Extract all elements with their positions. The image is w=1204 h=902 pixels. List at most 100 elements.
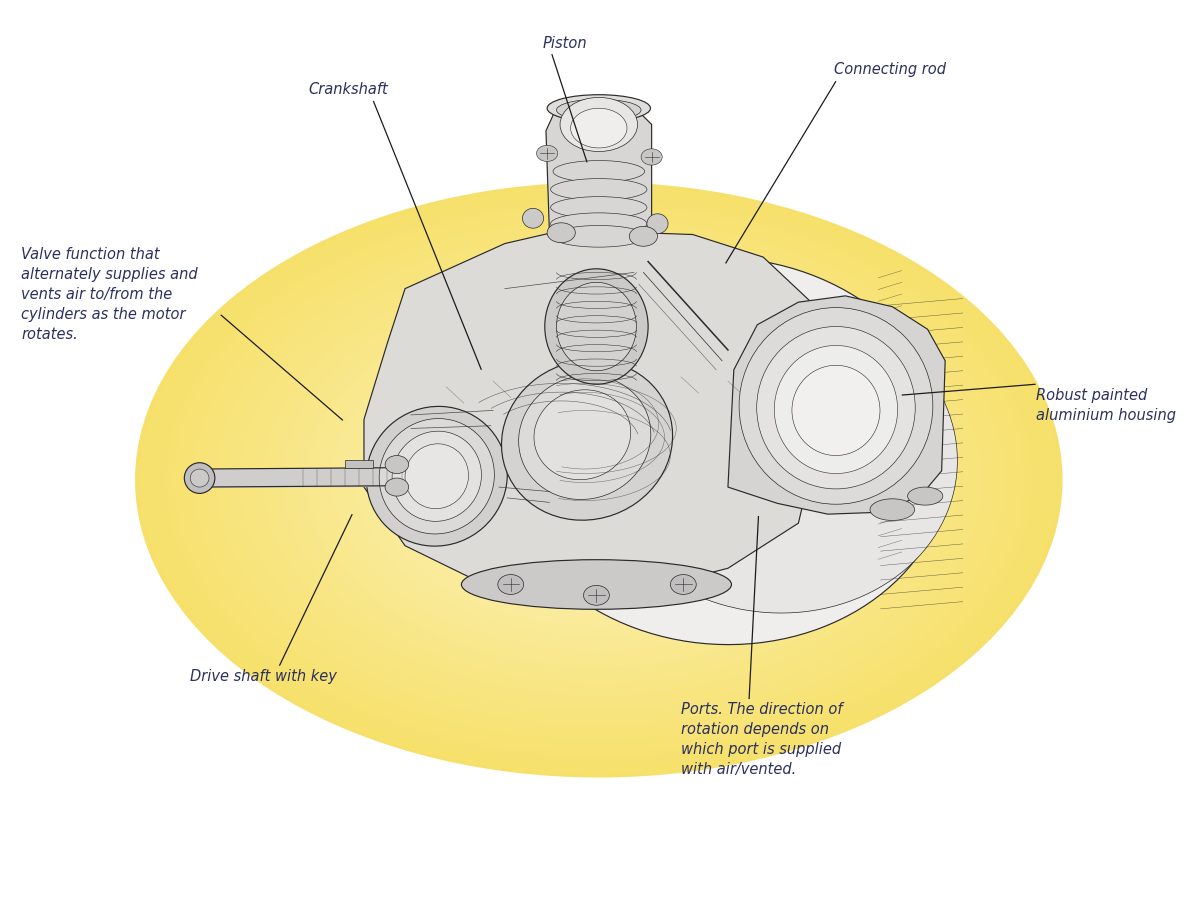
Text: Valve function that
alternately supplies and
vents air to/from the
cylinders as : Valve function that alternately supplies… <box>22 247 197 342</box>
Ellipse shape <box>595 477 603 483</box>
Ellipse shape <box>591 474 607 485</box>
Ellipse shape <box>348 318 850 641</box>
Ellipse shape <box>282 276 916 684</box>
Ellipse shape <box>138 185 1058 775</box>
Ellipse shape <box>294 284 904 676</box>
Ellipse shape <box>460 391 738 569</box>
Ellipse shape <box>533 437 665 522</box>
Ellipse shape <box>498 415 700 544</box>
Ellipse shape <box>285 279 911 681</box>
Ellipse shape <box>647 214 668 234</box>
Ellipse shape <box>320 301 877 658</box>
Ellipse shape <box>394 348 803 612</box>
Ellipse shape <box>444 381 754 579</box>
Ellipse shape <box>568 460 630 500</box>
Ellipse shape <box>270 269 927 691</box>
Ellipse shape <box>150 192 1047 768</box>
Ellipse shape <box>305 291 892 668</box>
Ellipse shape <box>197 222 1001 738</box>
Ellipse shape <box>510 423 687 537</box>
Ellipse shape <box>576 465 622 494</box>
Ellipse shape <box>495 413 703 547</box>
Text: Ports. The direction of
rotation depends on
which port is supplied
with air/vent: Ports. The direction of rotation depends… <box>681 702 843 777</box>
Ellipse shape <box>143 187 1055 772</box>
Ellipse shape <box>521 430 677 529</box>
Ellipse shape <box>592 298 957 613</box>
Ellipse shape <box>236 246 962 713</box>
Ellipse shape <box>374 336 824 624</box>
Ellipse shape <box>572 463 626 497</box>
Ellipse shape <box>336 311 862 649</box>
Ellipse shape <box>525 433 672 527</box>
Ellipse shape <box>297 287 901 673</box>
Ellipse shape <box>556 99 641 121</box>
Ellipse shape <box>266 267 931 693</box>
Ellipse shape <box>386 344 811 616</box>
Ellipse shape <box>184 463 214 493</box>
Ellipse shape <box>452 386 745 575</box>
Ellipse shape <box>397 351 799 609</box>
Circle shape <box>385 478 408 496</box>
Ellipse shape <box>432 373 765 586</box>
Ellipse shape <box>250 256 946 704</box>
Ellipse shape <box>441 378 757 582</box>
Ellipse shape <box>486 408 710 552</box>
Ellipse shape <box>409 358 789 602</box>
Ellipse shape <box>518 428 680 532</box>
Ellipse shape <box>756 327 915 489</box>
Ellipse shape <box>208 229 990 731</box>
Ellipse shape <box>182 212 1016 748</box>
Ellipse shape <box>630 226 657 246</box>
Ellipse shape <box>571 108 627 148</box>
Ellipse shape <box>275 272 923 688</box>
Ellipse shape <box>355 324 843 636</box>
Text: Crankshaft: Crankshaft <box>308 81 389 97</box>
Ellipse shape <box>393 431 482 521</box>
Ellipse shape <box>537 440 661 520</box>
Text: Piston: Piston <box>543 36 588 51</box>
Circle shape <box>671 575 696 594</box>
Text: Robust painted
aluminium housing: Robust painted aluminium housing <box>1035 388 1175 423</box>
Ellipse shape <box>490 410 707 549</box>
Ellipse shape <box>417 364 780 596</box>
Ellipse shape <box>792 365 880 456</box>
Text: Drive shaft with key: Drive shaft with key <box>190 669 337 685</box>
Ellipse shape <box>324 304 873 656</box>
Ellipse shape <box>201 225 997 735</box>
Polygon shape <box>364 230 822 594</box>
Ellipse shape <box>301 289 897 671</box>
Ellipse shape <box>448 383 750 576</box>
Ellipse shape <box>317 299 881 661</box>
Ellipse shape <box>492 257 951 645</box>
Ellipse shape <box>217 235 981 725</box>
Ellipse shape <box>231 244 966 715</box>
Ellipse shape <box>551 226 645 247</box>
Ellipse shape <box>456 388 742 572</box>
Circle shape <box>497 575 524 594</box>
Ellipse shape <box>774 345 898 474</box>
Ellipse shape <box>523 208 544 228</box>
Ellipse shape <box>556 453 642 507</box>
Polygon shape <box>728 296 945 514</box>
Ellipse shape <box>170 205 1028 755</box>
Ellipse shape <box>366 407 507 546</box>
Circle shape <box>641 149 662 165</box>
Circle shape <box>537 145 557 161</box>
Ellipse shape <box>259 262 939 698</box>
Ellipse shape <box>163 199 1035 760</box>
Ellipse shape <box>177 209 1020 750</box>
Ellipse shape <box>352 321 846 639</box>
Ellipse shape <box>547 223 576 243</box>
Ellipse shape <box>278 274 920 686</box>
Ellipse shape <box>413 361 784 599</box>
Ellipse shape <box>193 219 1004 741</box>
Ellipse shape <box>739 308 933 504</box>
Ellipse shape <box>563 457 633 502</box>
Ellipse shape <box>228 242 969 718</box>
Ellipse shape <box>502 418 696 542</box>
Ellipse shape <box>437 375 761 584</box>
Ellipse shape <box>290 281 908 678</box>
Ellipse shape <box>553 161 644 182</box>
Ellipse shape <box>547 95 650 122</box>
Ellipse shape <box>553 450 645 510</box>
